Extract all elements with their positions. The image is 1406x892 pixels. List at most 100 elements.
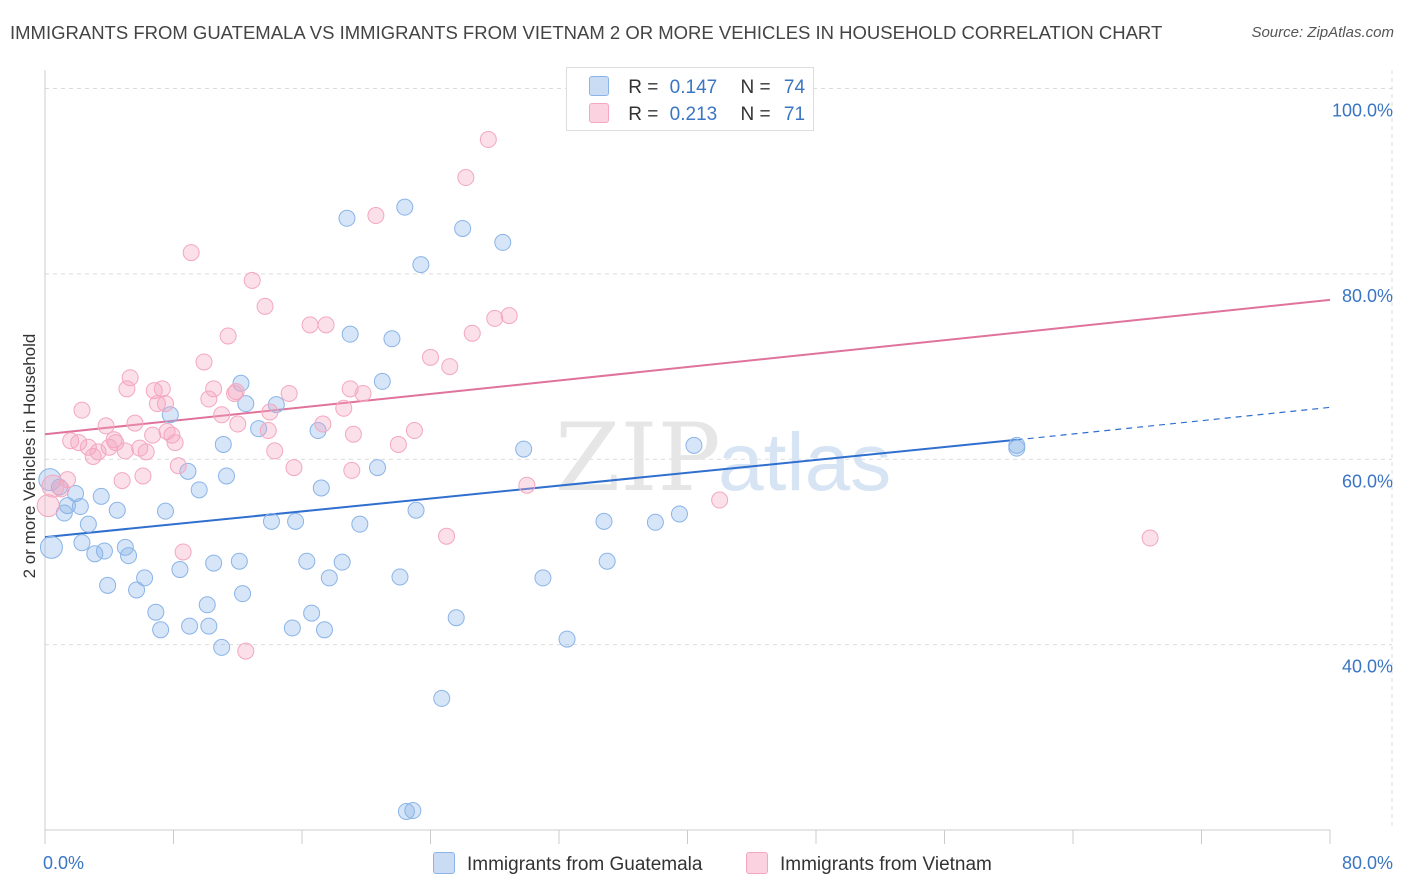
- n-label: N =: [740, 104, 771, 125]
- vietnam-point: [182, 244, 200, 262]
- vietnam-point: [405, 422, 423, 440]
- guatemala-point: [218, 467, 236, 485]
- guatemala-point: [433, 689, 451, 707]
- vietnam-point: [243, 271, 261, 289]
- vietnam-point: [285, 459, 303, 477]
- r-value: 0.213: [669, 104, 718, 125]
- legend-row-vietnam: R = 0.213 N = 71: [589, 103, 805, 129]
- n-value: 71: [783, 104, 806, 125]
- guatemala-swatch: [589, 76, 609, 96]
- legend-label-vietnam: Immigrants from Vietnam: [780, 854, 992, 875]
- vietnam-point: [84, 447, 102, 465]
- vietnam-point: [205, 380, 223, 398]
- y-axis-label: 2 or more Vehicles in Household: [20, 333, 39, 579]
- guatemala-point: [373, 372, 391, 390]
- legend-row-guatemala: R = 0.147 N = 74: [589, 76, 805, 102]
- vietnam-point: [107, 434, 125, 452]
- y-tick-label: 100.0%: [1332, 101, 1393, 121]
- guatemala-point: [338, 209, 356, 227]
- guatemala-point: [161, 406, 179, 424]
- vietnam-point: [213, 406, 231, 424]
- vietnam-point: [105, 431, 123, 449]
- legend-item-vietnam: Immigrants from Vietnam: [746, 852, 992, 876]
- vietnam-point: [343, 461, 361, 479]
- vietnam-point: [116, 442, 134, 460]
- vietnam-point: [219, 327, 237, 345]
- source-credit: Source: ZipAtlas.com: [1251, 24, 1394, 41]
- y-tick-label: 40.0%: [1342, 657, 1393, 677]
- trendlines: [44, 298, 1331, 539]
- x-tick-label: 80.0%: [1342, 853, 1393, 873]
- vietnam-point: [438, 527, 456, 545]
- guatemala-point: [298, 552, 316, 570]
- guatemala-point: [341, 325, 359, 343]
- vietnam-point: [354, 384, 372, 402]
- guatemala-point: [303, 604, 321, 622]
- vietnam-point: [169, 457, 187, 475]
- guatemala-point: [407, 501, 425, 519]
- guatemala-point: [262, 512, 280, 530]
- vietnam-point: [166, 434, 184, 452]
- guatemala-point: [396, 198, 414, 216]
- r-label: R =: [628, 77, 659, 98]
- guatemala-point: [152, 621, 170, 639]
- guatemala-point: [351, 515, 369, 533]
- vietnam-point: [463, 324, 481, 342]
- guatemala-point: [312, 479, 330, 497]
- guatemala-point: [595, 512, 613, 530]
- vietnam-point: [134, 467, 152, 485]
- guatemala-point: [73, 534, 91, 552]
- n-label: N =: [740, 77, 771, 98]
- vietnam-point: [237, 642, 255, 660]
- guatemala-point: [232, 374, 250, 392]
- vietnam-point: [36, 494, 60, 518]
- guatemala-point: [670, 505, 688, 523]
- vietnam-point: [457, 169, 475, 187]
- guatemala-point: [171, 561, 189, 579]
- vietnam-point: [89, 443, 107, 461]
- guatemala-point: [494, 233, 512, 251]
- r-label: R =: [628, 104, 659, 125]
- vietnam-point: [367, 207, 385, 225]
- guatemala-point: [99, 576, 117, 594]
- vietnam-point: [52, 480, 70, 498]
- vietnam-legend-swatch: [746, 852, 768, 874]
- guatemala-point: [315, 621, 333, 639]
- vietnam-point: [259, 422, 277, 440]
- vietnam-point: [70, 434, 88, 452]
- guatemala-point: [181, 617, 199, 635]
- guatemala-point: [39, 535, 63, 559]
- guatemala-point: [190, 481, 208, 499]
- vietnam-point: [126, 414, 144, 432]
- vietnam-point: [314, 415, 332, 433]
- vietnam-point: [58, 471, 76, 489]
- guatemala-point: [283, 619, 301, 637]
- x-tick-label: 0.0%: [43, 853, 84, 873]
- vietnam-point: [118, 380, 136, 398]
- guatemala-trendline-extension: [1016, 406, 1331, 441]
- guatemala-point: [454, 219, 472, 237]
- guatemala-point: [200, 617, 218, 635]
- vietnam-point: [1141, 529, 1159, 547]
- guatemala-point: [447, 609, 465, 627]
- vietnam-point: [261, 403, 279, 421]
- guatemala-point: [397, 802, 415, 820]
- vietnam-point: [229, 415, 247, 433]
- n-value: 74: [783, 77, 806, 98]
- guatemala-point: [646, 513, 664, 531]
- guatemala-point: [558, 630, 576, 648]
- vietnam-point: [341, 380, 359, 398]
- vietnam-point: [113, 472, 131, 490]
- vietnam-point: [280, 384, 298, 402]
- guatemala-point: [237, 395, 255, 413]
- guatemala-point: [391, 568, 409, 586]
- guatemala-point: [213, 638, 231, 656]
- watermark-atlas: atlas: [718, 417, 891, 508]
- guatemala-point: [214, 435, 232, 453]
- legend-item-guatemala: Immigrants from Guatemala: [433, 852, 702, 876]
- stats-legend: R = 0.147 N = 74 R = 0.213 N = 71: [566, 67, 814, 131]
- vietnam-point: [174, 543, 192, 561]
- guatemala-legend-swatch: [433, 852, 455, 874]
- tick-labels: 100.0% 80.0% 60.0% 40.0% 0.0% 80.0%: [43, 101, 1393, 873]
